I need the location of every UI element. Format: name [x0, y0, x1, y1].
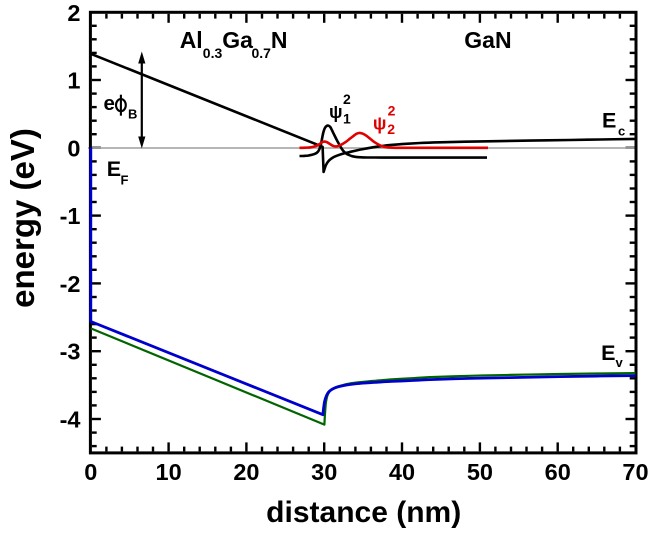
svg-text:30: 30 [311, 459, 337, 485]
svg-text:N: N [271, 27, 288, 53]
svg-text:ψ: ψ [329, 102, 343, 122]
svg-text:1: 1 [67, 68, 80, 94]
svg-text:-4: -4 [60, 407, 81, 433]
svg-text:2: 2 [343, 91, 351, 107]
svg-text:Ga: Ga [222, 27, 253, 53]
svg-text:energy (eV): energy (eV) [4, 128, 41, 308]
svg-text:F: F [121, 172, 129, 187]
svg-text:0.3: 0.3 [203, 45, 223, 61]
svg-text:0: 0 [84, 459, 97, 485]
svg-text:40: 40 [389, 459, 415, 485]
svg-text:c: c [618, 124, 625, 139]
svg-text:E: E [601, 341, 615, 365]
svg-text:2: 2 [67, 0, 80, 26]
svg-text:10: 10 [156, 459, 182, 485]
svg-text:20: 20 [233, 459, 259, 485]
svg-text:2: 2 [388, 102, 396, 118]
svg-text:E: E [602, 108, 616, 132]
svg-text:e: e [104, 92, 115, 115]
svg-text:60: 60 [545, 459, 571, 485]
svg-text:1: 1 [343, 111, 351, 127]
svg-text:ψ: ψ [373, 114, 387, 134]
svg-text:50: 50 [467, 459, 493, 485]
svg-text:70: 70 [622, 459, 648, 485]
svg-text:-2: -2 [60, 271, 81, 297]
svg-text:0: 0 [67, 135, 80, 161]
svg-text:-3: -3 [60, 339, 81, 365]
svg-text:B: B [128, 106, 137, 121]
svg-text:GaN: GaN [464, 27, 511, 53]
svg-text:v: v [616, 355, 624, 370]
svg-text:0.7: 0.7 [252, 45, 272, 61]
svg-text:-1: -1 [60, 203, 81, 229]
svg-text:Al: Al [180, 27, 203, 53]
svg-text:E: E [107, 157, 121, 181]
svg-text:distance (nm): distance (nm) [266, 496, 461, 529]
svg-text:2: 2 [387, 121, 395, 137]
